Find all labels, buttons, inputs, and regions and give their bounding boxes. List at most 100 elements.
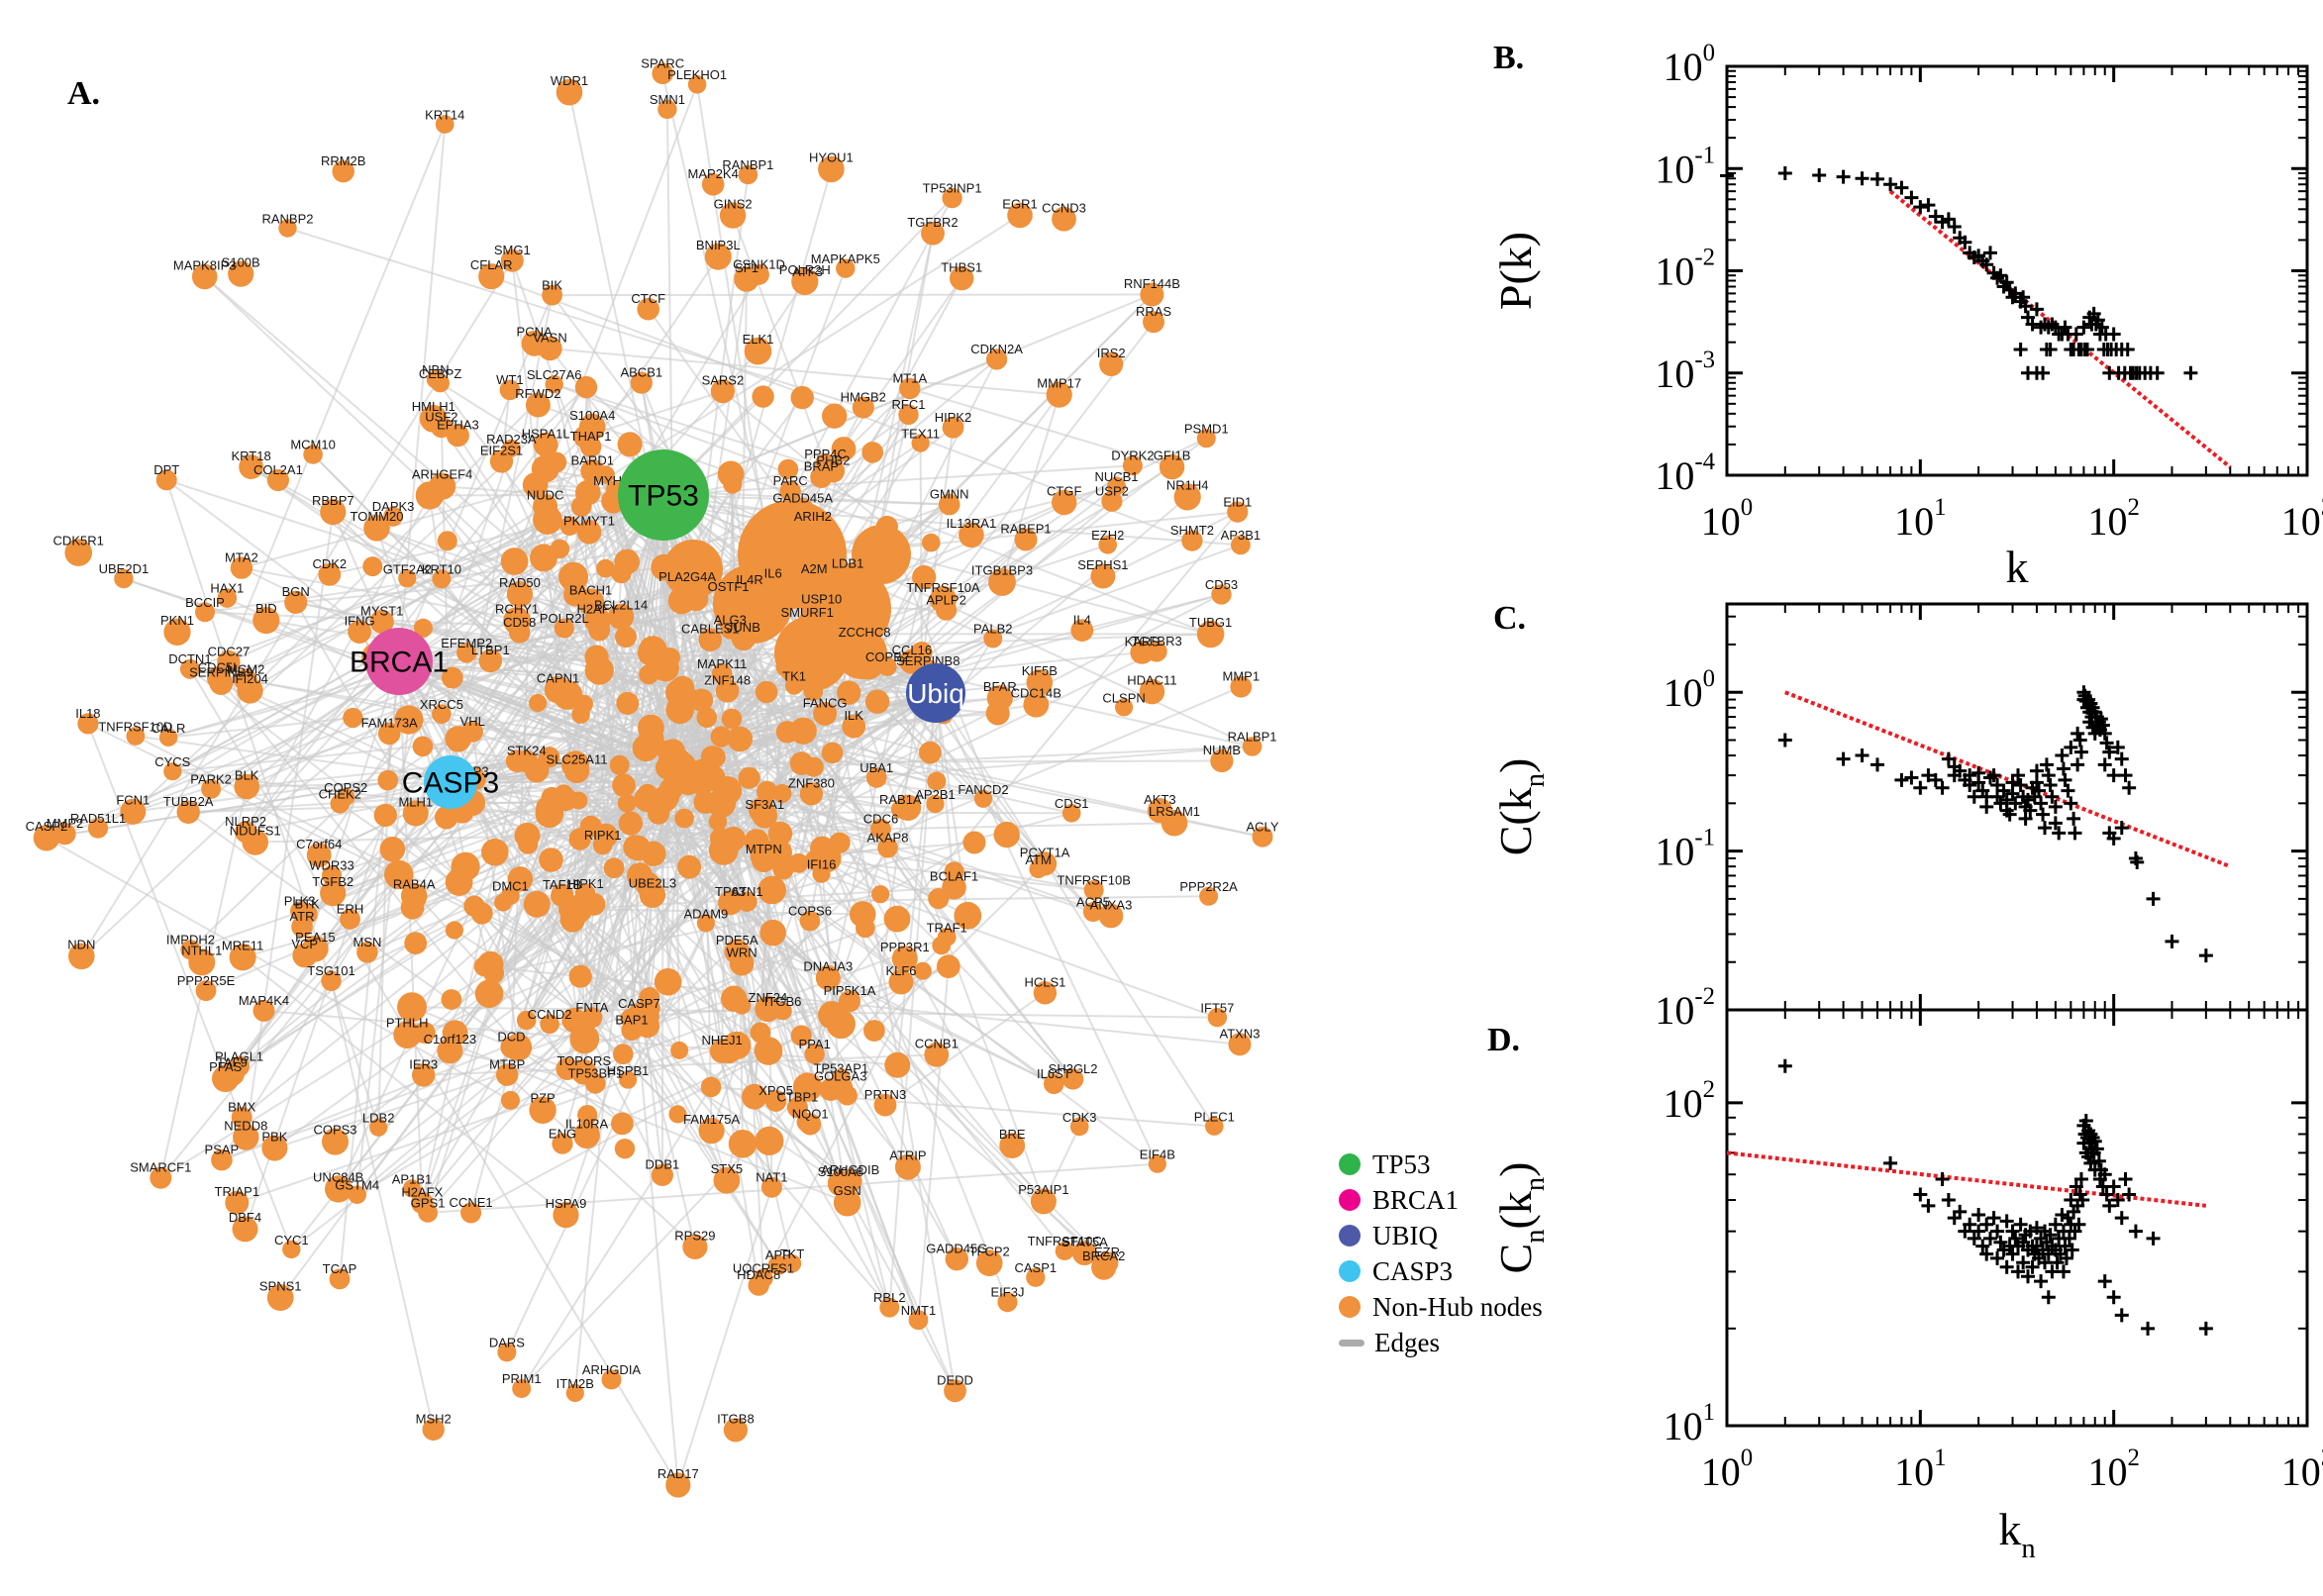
network-node — [707, 788, 737, 818]
gene-label: KRT18 — [231, 449, 270, 463]
network-edge — [165, 479, 380, 1129]
gene-label: CDC14B — [1011, 686, 1061, 701]
gene-label: ITGB8 — [717, 1412, 755, 1427]
network-node — [1196, 620, 1225, 648]
network-node — [738, 164, 758, 185]
network-node — [446, 424, 469, 448]
scatter-point — [1967, 789, 1981, 804]
scatter-point — [1941, 751, 1956, 766]
hub-node-casp3 — [424, 755, 477, 809]
network-node — [912, 564, 937, 590]
gene-label: MLH1 — [398, 794, 433, 809]
gene-label: BID — [255, 601, 277, 616]
network-node — [891, 946, 918, 972]
network-node — [445, 921, 463, 940]
network-node — [233, 1124, 259, 1150]
network-node — [1196, 429, 1216, 449]
scatter-point — [1777, 1058, 1792, 1073]
y-tick-label: 10-2 — [1655, 245, 1715, 294]
scatter-point — [1967, 1231, 1981, 1246]
network-node — [711, 663, 733, 684]
network-node — [383, 506, 403, 527]
scatter-point — [1971, 1207, 1986, 1222]
gene-label: ATN1 — [731, 884, 762, 899]
scatter-point — [1999, 275, 2014, 290]
network-node — [1090, 563, 1116, 589]
scatter-point — [2059, 1250, 2073, 1265]
scatter-point — [1855, 748, 1869, 763]
scatter-point — [1993, 1235, 2008, 1249]
gene-label: CASP7 — [618, 996, 660, 1011]
scatter-point — [1979, 1217, 1994, 1232]
network-node — [638, 636, 667, 665]
gene-label: ATF3 — [792, 264, 823, 279]
scatter-point — [1999, 1214, 2014, 1229]
gene-label: RAD50 — [499, 575, 541, 590]
scatter-point — [2058, 1239, 2072, 1253]
network-node — [799, 782, 824, 806]
network-node — [898, 404, 919, 425]
network-edge — [909, 387, 1172, 468]
gene-label: GFI1B — [1154, 449, 1191, 463]
network-node — [913, 961, 932, 980]
network-node — [954, 901, 982, 930]
network-node — [229, 944, 256, 971]
network-node — [657, 99, 677, 120]
network-node — [877, 656, 897, 676]
gene-label: RRAS — [1136, 304, 1171, 319]
network-edge — [167, 717, 354, 739]
network-node — [1052, 206, 1076, 232]
network-node — [833, 1188, 861, 1217]
gene-label: MAPK11 — [697, 656, 747, 671]
network-node — [291, 916, 313, 938]
gene-label: GMNN — [930, 487, 969, 502]
network-edge — [355, 719, 410, 1195]
network-edge — [189, 667, 852, 1182]
x-tick-label: 102 — [2087, 1445, 2139, 1494]
network-node — [799, 1113, 822, 1136]
gene-label: PEA15 — [295, 930, 335, 945]
gene-label: KARS — [1125, 634, 1161, 648]
gene-label: STAT5A — [1061, 1235, 1109, 1249]
gene-label: ALG3 — [714, 613, 747, 628]
network-node — [377, 769, 399, 791]
scatter-point — [1836, 751, 1851, 766]
scatter-point — [2089, 1142, 2104, 1156]
gene-label: RAB4A — [393, 877, 436, 892]
scatter-point — [2029, 1221, 2044, 1236]
network-edge — [873, 862, 1046, 1032]
gene-label: HDAC8 — [737, 1267, 780, 1282]
network-node — [1055, 1242, 1074, 1260]
network-node — [426, 370, 446, 389]
network-node — [320, 498, 347, 526]
scatter-point — [2011, 1264, 2026, 1279]
gene-label: MMP2 — [47, 816, 84, 831]
network-node — [596, 558, 615, 578]
scatter-point — [1979, 257, 1994, 272]
scatter-point — [1812, 168, 1827, 183]
network-node — [1069, 1117, 1089, 1137]
gene-label: RALBP1 — [1228, 730, 1277, 745]
network-node — [942, 416, 964, 439]
network-node — [788, 852, 809, 873]
network-node — [870, 819, 891, 840]
network-node — [922, 533, 941, 552]
network-node — [179, 658, 200, 679]
network-node — [656, 740, 682, 764]
network-node — [789, 717, 817, 745]
gene-label: BRAP — [804, 459, 839, 474]
network-node — [962, 831, 986, 854]
plot-frame — [1725, 1008, 2309, 1428]
network-node — [369, 609, 394, 635]
network-node — [665, 1472, 691, 1498]
network-edge — [384, 494, 664, 817]
gene-label: NQO1 — [792, 1107, 829, 1122]
network-node — [320, 880, 347, 907]
network-node — [1023, 691, 1050, 718]
gene-label: HIPK1 — [566, 876, 604, 891]
legend-label: BRCA1 — [1372, 1184, 1460, 1215]
gene-label: ADAM9 — [684, 907, 729, 922]
gene-label: LTBP1 — [471, 643, 510, 657]
network-node — [402, 1179, 422, 1198]
